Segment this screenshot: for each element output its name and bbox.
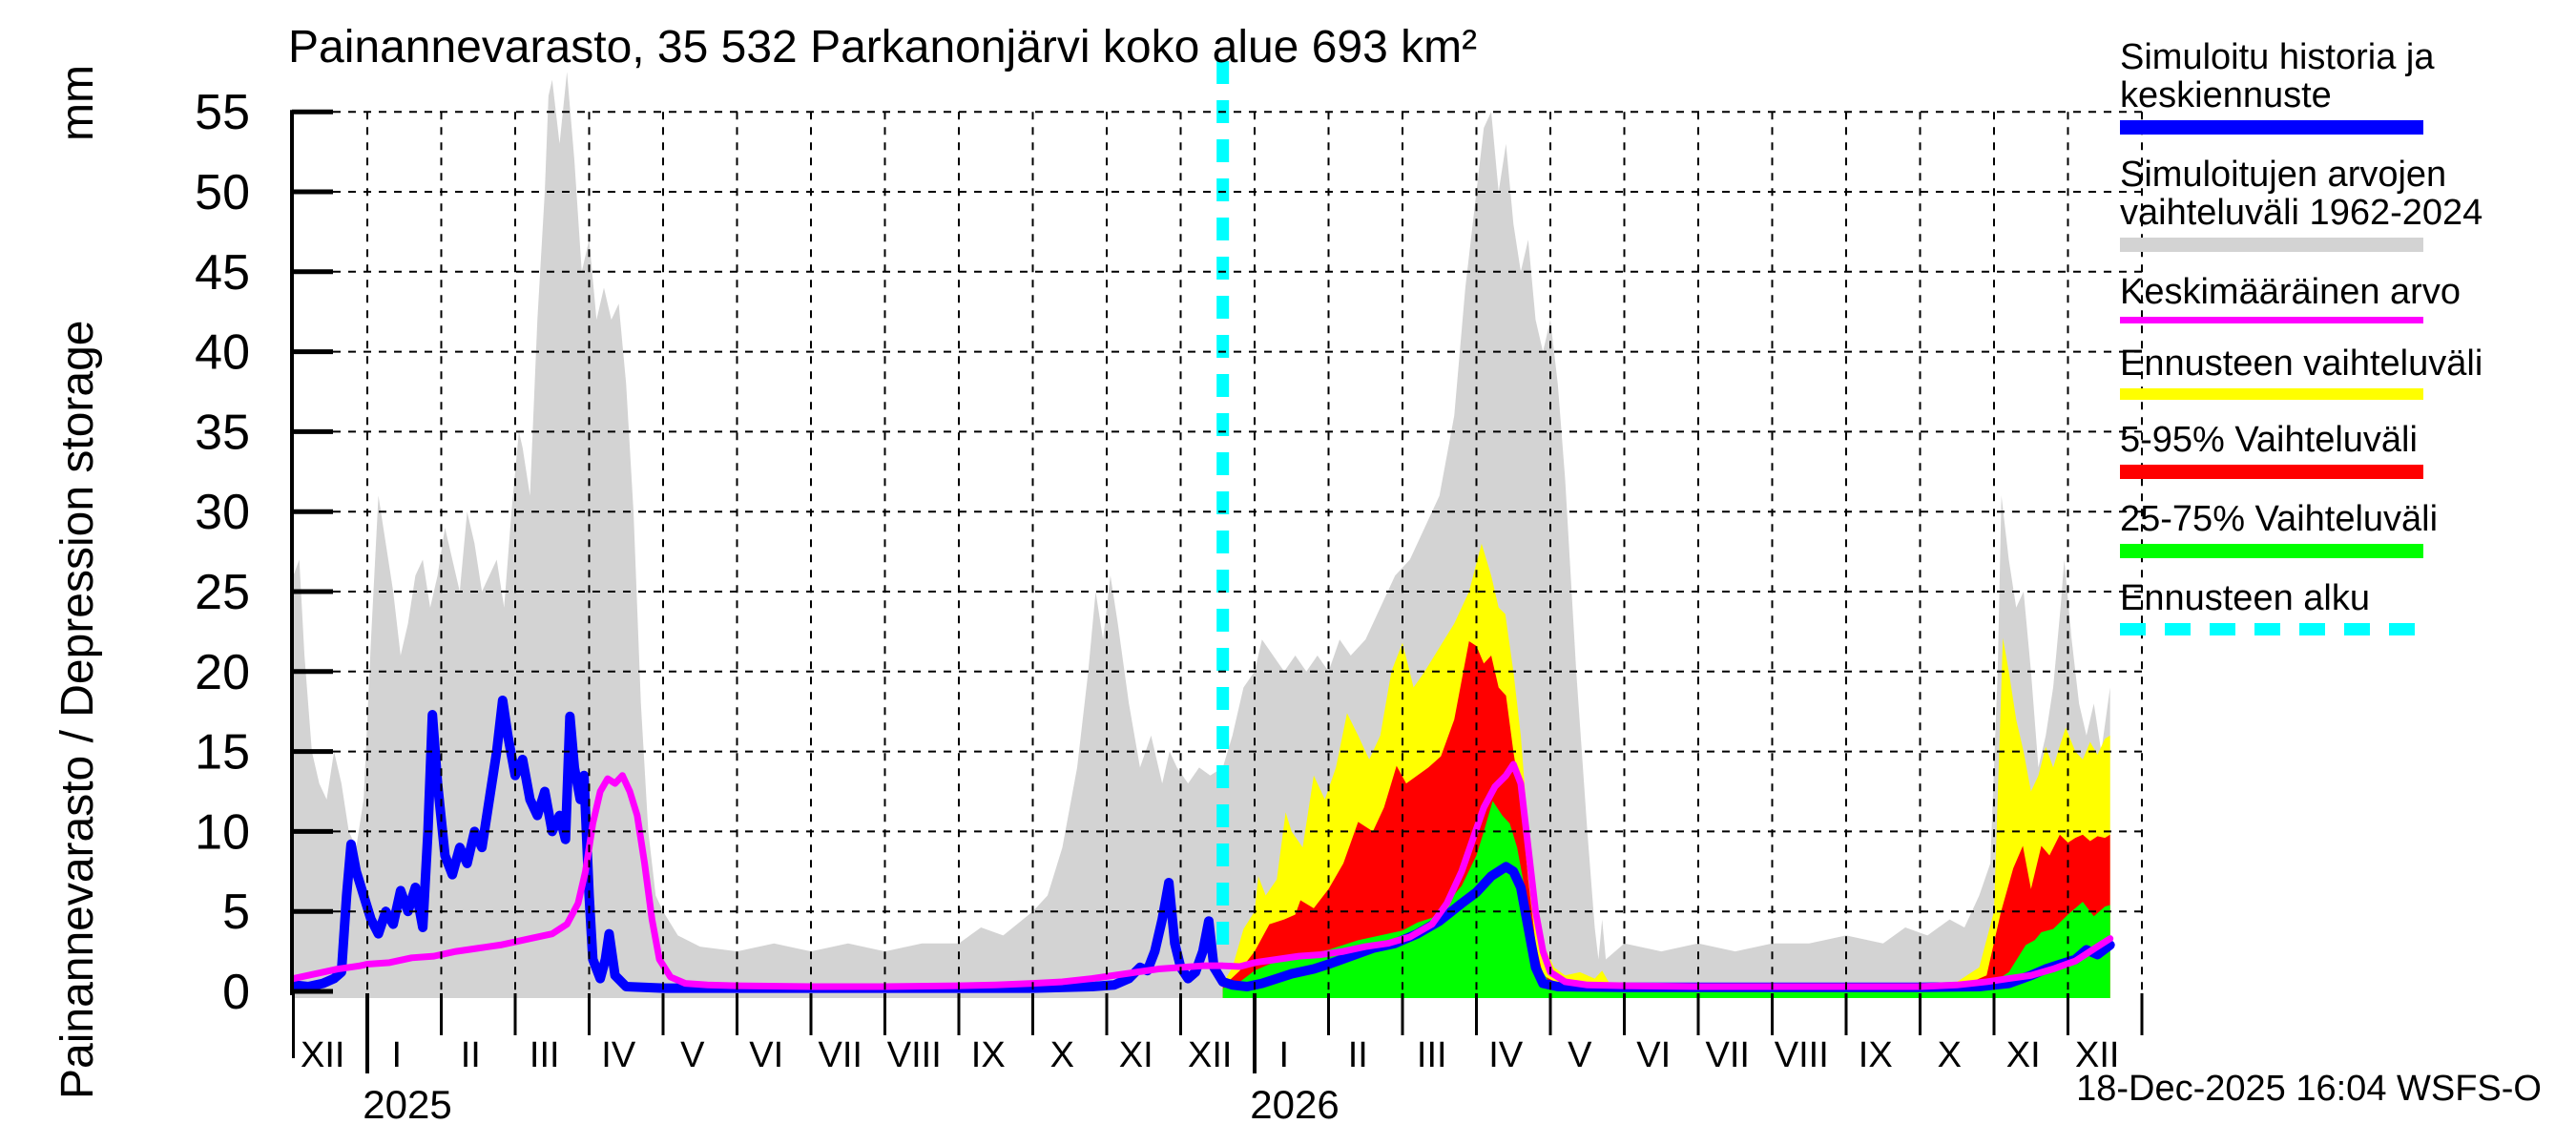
- month-label: VII: [1706, 1035, 1750, 1075]
- legend-label: keskiennuste: [2120, 75, 2332, 115]
- month-label: X: [1050, 1035, 1074, 1075]
- y-tick-label: 20: [195, 645, 250, 700]
- legend-label: Ennusteen alku: [2120, 578, 2370, 618]
- month-label: IX: [971, 1035, 1006, 1075]
- legend-swatch-range_5_95: [2120, 465, 2423, 479]
- legend-swatch-history_line: [2120, 120, 2423, 135]
- month-label: IX: [1859, 1035, 1893, 1075]
- legend-label: Simuloitu historia ja: [2120, 37, 2435, 77]
- legend-swatch-forecast_start: [2120, 623, 2423, 635]
- gridlines: [333, 111, 2143, 991]
- y-tick-label: 50: [195, 165, 250, 220]
- legend-entry-2: Keskimääräinen arvo: [2120, 272, 2461, 323]
- year-label: 2026: [1250, 1082, 1339, 1127]
- month-label: XII: [2075, 1035, 2119, 1075]
- month-label: I: [1278, 1035, 1289, 1075]
- legend-label: vaihteluväli 1962-2024: [2120, 193, 2483, 233]
- band-hist_range: [293, 72, 2110, 999]
- y-tick-label: 0: [222, 965, 250, 1020]
- band-range_25_75: [1222, 801, 2110, 998]
- month-label: III: [530, 1035, 560, 1075]
- run-datestamp: 18-Dec-2025 16:04 WSFS-O: [2076, 1069, 2542, 1109]
- line-mean_line: [292, 760, 2114, 990]
- month-label: XII: [1188, 1035, 1232, 1075]
- legend-swatch-mean_line: [2120, 317, 2423, 323]
- y-tick-label: 5: [222, 885, 250, 940]
- month-label: X: [1938, 1035, 1962, 1075]
- chart-title: Painannevarasto, 35 532 Parkanonjärvi ko…: [288, 22, 1478, 73]
- y-tick-label: 30: [195, 485, 250, 540]
- legend-label: 5-95% Vaihteluväli: [2120, 420, 2418, 460]
- legend-swatch-hist_range: [2120, 238, 2423, 252]
- month-label: VI: [749, 1035, 783, 1075]
- legend-entry-1: Simuloitujen arvojen vaihteluväli 1962-20…: [2120, 155, 2483, 252]
- month-label: V: [680, 1035, 705, 1075]
- month-label: V: [1568, 1035, 1592, 1075]
- legend-entry-0: Simuloitu historia ja keskiennuste: [2120, 38, 2435, 135]
- y-tick-label: 45: [195, 245, 250, 301]
- legend-label: Ennusteen vaihteluväli: [2120, 344, 2483, 384]
- month-label: IV: [601, 1035, 636, 1075]
- month-label: XI: [1119, 1035, 1153, 1075]
- y-tick-label: 25: [195, 565, 250, 620]
- y-tick-label: 15: [195, 725, 250, 781]
- y-tick-label: 55: [195, 85, 250, 140]
- legend-swatch-range_25_75: [2120, 544, 2423, 558]
- month-label: VIII: [1775, 1035, 1829, 1075]
- legend-entry-6: Ennusteen alku: [2120, 579, 2435, 635]
- month-label: II: [461, 1035, 481, 1075]
- year-label: 2025: [363, 1082, 451, 1127]
- legend-label: Simuloitujen arvojen: [2120, 155, 2447, 195]
- x-axis: XII I II III IV V VI VII VIII IX X XI XII I II III IV V VI…: [292, 993, 2144, 1127]
- month-label: II: [1348, 1035, 1368, 1075]
- month-label: IV: [1488, 1035, 1524, 1075]
- month-label: VIII: [887, 1035, 942, 1075]
- month-label: XI: [2006, 1035, 2041, 1075]
- y-axis-label: Painannevarasto / Depression storage: [52, 320, 103, 1100]
- data-layers: [292, 61, 2115, 999]
- legend-label: 25-75% Vaihteluväli: [2120, 499, 2439, 539]
- month-label: VII: [819, 1035, 862, 1075]
- y-tick-label: 35: [195, 405, 250, 460]
- month-label: I: [391, 1035, 402, 1075]
- y-tick-label: 10: [195, 804, 250, 860]
- legend-entry-4: 5-95% Vaihteluväli: [2120, 421, 2435, 479]
- month-label: III: [1417, 1035, 1447, 1075]
- y-axis-unit: mm: [52, 65, 103, 141]
- legend-entry-5: 25-75% Vaihteluväli: [2120, 499, 2439, 558]
- legend-label: Keskimääräinen arvo: [2120, 272, 2461, 312]
- legend-entry-3: Ennusteen vaihteluväli: [2120, 344, 2483, 400]
- month-label: VI: [1636, 1035, 1671, 1075]
- y-tick-label: 40: [195, 325, 250, 381]
- y-axis: 0 5 10 15 20 25 30 35 40 45 50 55: [195, 85, 333, 1020]
- legend-swatch-forecast_range: [2120, 388, 2423, 400]
- month-label: XII: [301, 1035, 344, 1075]
